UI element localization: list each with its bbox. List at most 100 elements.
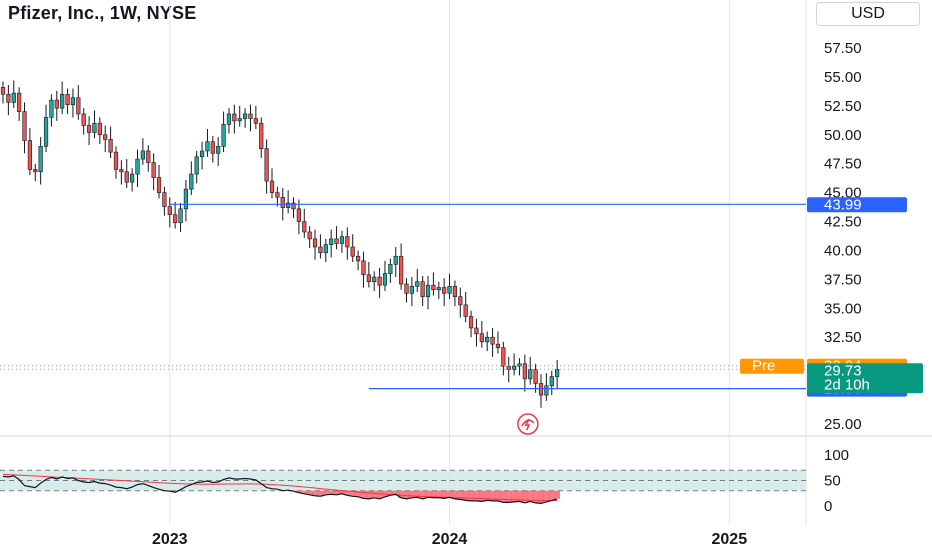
price-tick-label: 57.50 [824,40,862,57]
candle-body [253,118,258,124]
candle [38,137,43,185]
candle-body [355,255,361,262]
candle [210,135,215,163]
time-tick-label: 2025 [712,531,748,548]
candle [259,117,264,158]
candle [49,94,54,127]
candle [194,150,199,184]
candle-body [65,93,70,105]
candle-body [269,180,275,193]
candle [312,229,318,260]
price-tick-label: 32.50 [824,329,862,346]
candle-body [474,327,479,335]
candle-body [22,111,27,141]
candle [178,203,183,232]
candle [92,110,97,139]
candle [243,108,248,128]
horizontal-lines [0,203,806,390]
candle [173,201,178,229]
candle [167,197,172,228]
tag-bg [807,197,907,213]
candle-body [318,246,323,254]
candle [339,230,345,253]
candle [113,146,119,179]
pre-name: Pre [752,358,775,375]
candle-body [205,141,210,152]
candle-body [458,296,463,306]
candle [0,81,6,104]
candle-body [334,238,339,244]
candle-body [447,286,452,294]
last-price: 29.73 [824,362,862,379]
candle [6,85,11,116]
candle-body [382,273,388,286]
currency-selector[interactable]: USD [816,2,920,26]
candle [302,208,307,238]
price-tick-label: 25.00 [824,416,862,433]
candle-body [307,231,312,240]
candle-body [312,238,318,248]
candle [22,102,27,154]
candle-body [490,336,495,345]
price-tick-label: 47.50 [824,156,862,173]
candle [388,258,393,283]
time-tick-label: 2024 [432,531,468,548]
price-tick-label: 42.50 [824,214,862,231]
candle [415,268,420,293]
candle-body [243,113,248,119]
candle [232,104,237,134]
earnings-icon-bolt [524,418,531,431]
candle-body [511,365,517,370]
candle-body [393,255,398,265]
time-axis: 2023 2024 2025 [152,531,747,548]
candle [372,271,377,291]
candle-body [388,264,393,274]
candle-body [399,255,404,285]
candle-body [216,146,221,154]
candle [296,199,302,235]
candle-body [544,385,549,396]
candle-body [259,122,264,149]
candle-body [130,173,135,183]
candle-body [43,117,49,147]
grid-layer [0,0,932,525]
candle-body [27,140,33,170]
candle [199,141,205,170]
candle-body [366,274,371,282]
candle-body [33,169,38,173]
candle-body [81,113,86,126]
candle [221,111,226,153]
candle [140,138,145,165]
candle-body [463,304,468,317]
candle [501,341,506,376]
candle-body [522,363,527,380]
candle-body [264,148,269,182]
rsi-line [2,475,558,505]
candle [431,272,436,296]
candle-body [377,276,382,286]
candle-body [442,287,447,294]
candle-body [549,376,554,387]
candle-body [199,150,205,158]
candle [458,287,463,318]
candle [86,116,92,146]
candle [33,163,38,182]
candle [350,234,355,263]
candle [253,105,258,129]
candle [11,80,16,109]
candle-body [189,173,194,190]
candle-body [533,369,538,384]
candle [538,374,544,408]
candle [468,310,474,338]
candle-body [431,284,436,291]
candle-body [86,125,92,133]
candle-body [361,260,366,276]
candle-body [54,99,59,109]
candle [447,273,452,300]
candle-body [194,156,199,175]
candle [151,153,156,191]
candle [291,197,296,219]
candle-body [221,124,226,147]
candle [65,88,70,114]
